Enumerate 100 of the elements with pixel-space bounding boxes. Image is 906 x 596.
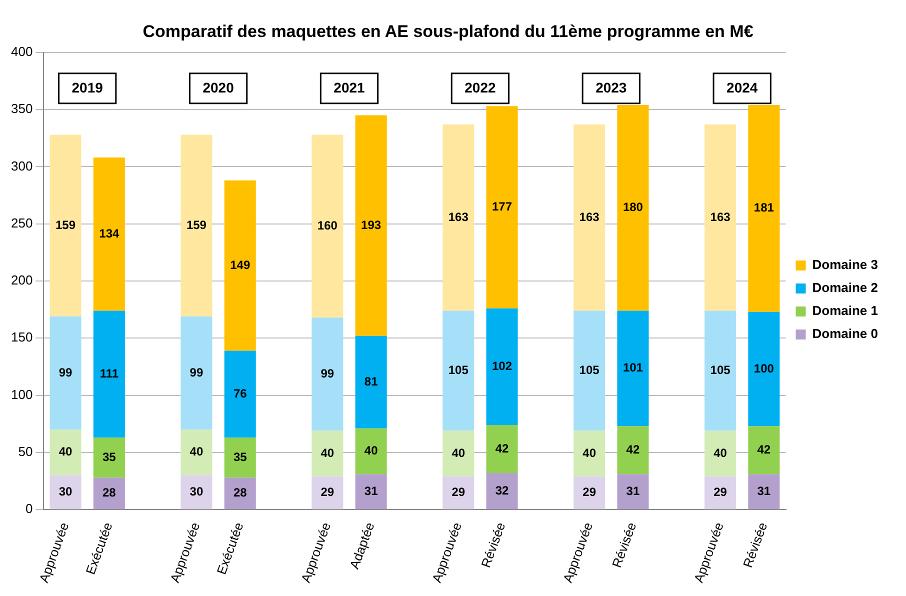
bar <box>180 134 212 316</box>
bar <box>180 316 212 430</box>
data-label: 177 <box>492 200 512 214</box>
data-label: 163 <box>579 210 600 224</box>
data-label: 31 <box>757 484 771 498</box>
bar <box>93 310 125 438</box>
bar <box>486 106 518 308</box>
bar <box>224 350 256 438</box>
bar <box>442 476 474 510</box>
data-label: 180 <box>622 200 644 214</box>
data-label: 40 <box>582 446 596 460</box>
bar <box>748 312 780 426</box>
bar <box>50 316 82 430</box>
y-tick-label: 100 <box>10 386 33 402</box>
bar <box>180 475 212 510</box>
data-label: 159 <box>56 218 76 232</box>
bar <box>617 426 649 474</box>
legend-label: Domaine 2 <box>812 280 878 296</box>
data-label: 159 <box>186 218 207 232</box>
bar <box>748 426 780 474</box>
y-tick-label: 400 <box>10 44 33 59</box>
data-label: 32 <box>495 483 510 498</box>
data-label: 105 <box>579 363 600 378</box>
data-label: 31 <box>626 484 640 498</box>
annotation: 2024 <box>726 79 758 96</box>
annotation: 2020 <box>202 79 234 96</box>
annotation: 2022 <box>464 79 496 96</box>
bar <box>704 124 736 311</box>
y-tick-label: 350 <box>10 101 33 116</box>
bar <box>486 308 518 425</box>
data-label: 35 <box>102 450 116 464</box>
annotation: 2019 <box>72 79 104 96</box>
data-label: 40 <box>190 444 204 459</box>
bar <box>442 310 474 431</box>
bar <box>355 336 387 428</box>
y-tick-label: 150 <box>10 330 33 345</box>
bar <box>180 430 212 476</box>
data-label: 193 <box>361 218 382 232</box>
bar <box>312 318 344 431</box>
legend-label: Domaine 1 <box>812 303 878 318</box>
bar <box>224 478 256 510</box>
bar <box>442 430 474 476</box>
data-label: 163 <box>710 210 731 224</box>
annotation: 2021 <box>334 79 366 96</box>
bar <box>224 438 256 478</box>
data-label: 134 <box>99 226 120 240</box>
data-label: 28 <box>233 486 248 500</box>
data-label: 101 <box>622 360 644 375</box>
bar <box>50 430 82 476</box>
bar <box>50 134 82 316</box>
bar <box>355 428 387 474</box>
data-label: 111 <box>100 366 119 380</box>
data-label: 31 <box>364 484 378 498</box>
bar <box>486 473 518 510</box>
bar <box>704 430 736 476</box>
y-tick-label: 200 <box>10 272 33 288</box>
y-tick-label: 50 <box>18 444 33 460</box>
data-label: 40 <box>452 446 466 460</box>
data-label: 29 <box>320 485 334 500</box>
data-label: 30 <box>58 484 73 498</box>
bar <box>617 474 649 510</box>
bar <box>704 310 736 431</box>
data-label: 163 <box>448 210 469 224</box>
annotation: 2023 <box>596 79 627 96</box>
data-label: 30 <box>190 484 204 498</box>
y-tick-label: 250 <box>10 215 33 230</box>
data-label: 40 <box>320 446 334 460</box>
bar <box>442 124 474 311</box>
bar <box>704 476 736 510</box>
bar <box>748 104 780 312</box>
data-label: 102 <box>492 359 512 374</box>
bar <box>355 115 387 336</box>
bar <box>93 158 125 311</box>
bar <box>617 310 649 426</box>
bar <box>355 474 387 510</box>
data-label: 40 <box>714 446 728 460</box>
bar <box>574 476 606 510</box>
data-label: 76 <box>233 386 248 400</box>
data-label: 100 <box>754 361 774 376</box>
data-label: 35 <box>233 450 248 464</box>
bar <box>50 475 82 510</box>
legend-label: Domaine 0 <box>812 326 878 342</box>
data-label: 105 <box>710 363 731 378</box>
legend-label: Domaine 3 <box>812 257 878 272</box>
data-label: 40 <box>364 444 378 458</box>
data-label: 149 <box>230 258 250 272</box>
bar <box>224 180 256 351</box>
data-label: 105 <box>448 363 469 378</box>
bar <box>93 438 125 478</box>
y-tick-label: 300 <box>10 158 33 174</box>
data-label: 29 <box>582 485 596 500</box>
y-tick-label: 0 <box>25 501 33 516</box>
data-label: 29 <box>452 485 466 500</box>
bar <box>574 124 606 311</box>
bar <box>574 310 606 431</box>
data-label: 181 <box>754 200 774 215</box>
bar <box>486 425 518 474</box>
chart-title: Comparatif des maquettes en AE sous-plafond du 11ème programme en M€ <box>142 22 754 41</box>
bar <box>312 134 344 318</box>
data-label: 29 <box>714 485 728 500</box>
